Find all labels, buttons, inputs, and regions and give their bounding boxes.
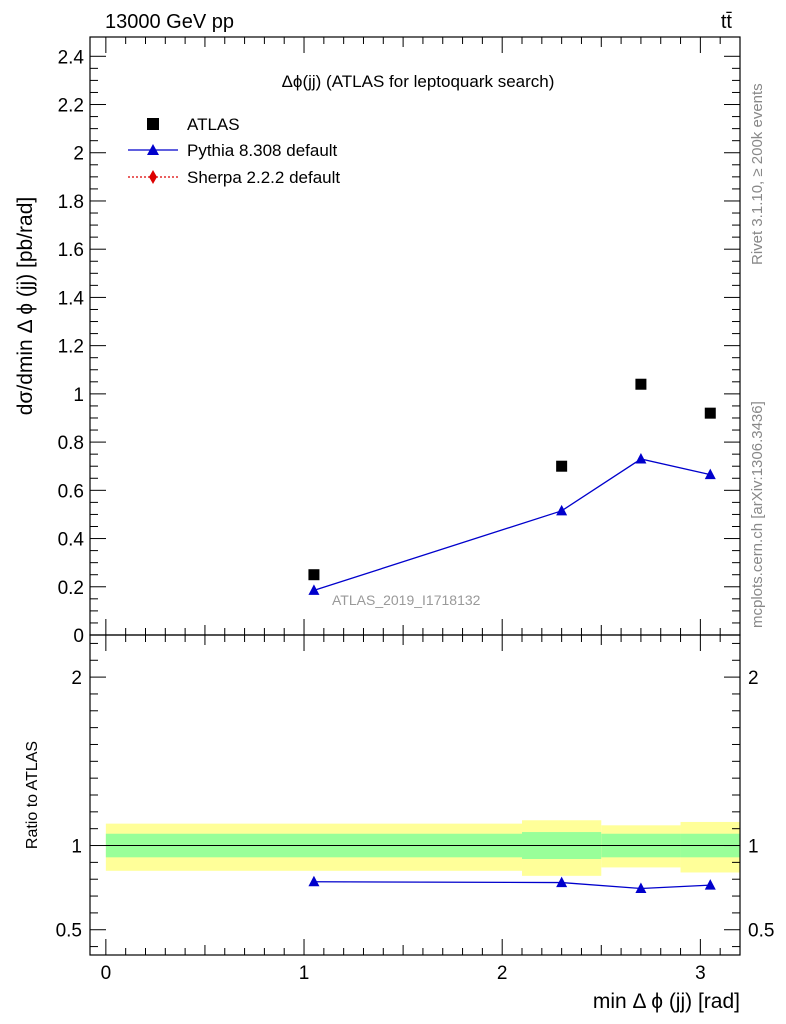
ratio-pythia-point <box>704 879 716 890</box>
atlas-data-point <box>635 378 647 390</box>
atlas-data-point <box>556 460 568 472</box>
main-ytick-label: 2.4 <box>58 47 85 68</box>
main-ytick-label: 1.4 <box>58 288 85 309</box>
legend-atlas-marker <box>147 118 159 130</box>
ratio-pythia-point <box>556 876 568 888</box>
pythia-data-point <box>556 504 568 516</box>
legend-sherpa-marker <box>149 170 157 184</box>
main-ytick-label: 0.4 <box>58 530 85 551</box>
main-ytick-label: 2 <box>73 144 84 165</box>
ratio-ytick-label-right: 0.5 <box>748 921 774 942</box>
ratio-ytick-label-left: 1 <box>71 837 82 858</box>
analysis-watermark: ATLAS_2019_I1718132 <box>332 592 481 608</box>
ratio-xlabel: min Δ ϕ (jj) [rad] <box>593 990 740 1013</box>
ratio-pythia-point <box>635 882 647 893</box>
ratio-pythia-point <box>308 875 320 887</box>
ratio-ytick-label-right: 2 <box>748 668 759 689</box>
header-right: tt̄ <box>721 11 733 33</box>
main-ytick-label: 0.8 <box>58 433 84 454</box>
legend-atlas-label: ATLAS <box>187 115 240 134</box>
atlas-data-point <box>308 569 320 581</box>
mcplots-label: mcplots.cern.ch [arXiv:1306.3436] <box>749 401 766 628</box>
main-panel: 0 0.2 0.4 0.6 0.8 1 1.2 1.4 1.6 1.8 2 2.2 2.4 dσ/dmin… <box>14 36 741 647</box>
main-ylabel: dσ/dmin Δ ϕ (jj) [pb/rad] <box>14 197 37 416</box>
pythia-data-point <box>704 468 716 480</box>
ratio-ytick-label-right: 1 <box>748 837 759 858</box>
main-ytick-label: 0 <box>73 626 84 647</box>
atlas-data-point <box>704 407 716 419</box>
pythia-line <box>313 458 711 592</box>
ratio-ytick-label-left: 0.5 <box>56 921 82 942</box>
ratio-xtick-label: 2 <box>497 963 508 984</box>
main-ytick-label: 1.8 <box>58 192 84 213</box>
legend-pythia-marker <box>147 144 159 155</box>
legend-sherpa-label: Sherpa 2.2.2 default <box>187 168 340 187</box>
pythia-data-point <box>635 452 647 464</box>
main-ytick-label: 0.6 <box>58 481 84 502</box>
ratio-xtick-label: 3 <box>695 963 706 984</box>
main-title: Δϕ(jj) (ATLAS for leptoquark search) <box>282 72 555 91</box>
legend-pythia-label: Pythia 8.308 default <box>187 141 338 160</box>
main-ytick-label: 1.2 <box>58 337 84 358</box>
main-ytick-label: 1.6 <box>58 240 84 261</box>
rivet-label: Rivet 3.1.10, ≥ 200k events <box>749 83 766 265</box>
ratio-ytick-label-left: 2 <box>71 668 82 689</box>
ratio-xtick-label: 0 <box>101 963 112 984</box>
header-left: 13000 GeV pp <box>105 11 234 33</box>
main-ytick-label: 1 <box>73 385 84 406</box>
main-ytick-label: 2.2 <box>58 96 84 117</box>
ratio-pythia-line <box>313 881 711 890</box>
ratio-xtick-label: 1 <box>299 963 310 984</box>
main-ytick-label: 0.2 <box>58 578 84 599</box>
ratio-panel: 0 1 2 3 0.5 0.5 1 1 2 2 Ratio to ATLAS min Δ ϕ (jj)… <box>24 634 774 1013</box>
ratio-ylabel: Ratio to ATLAS <box>24 741 41 849</box>
pythia-data-point <box>308 584 320 595</box>
